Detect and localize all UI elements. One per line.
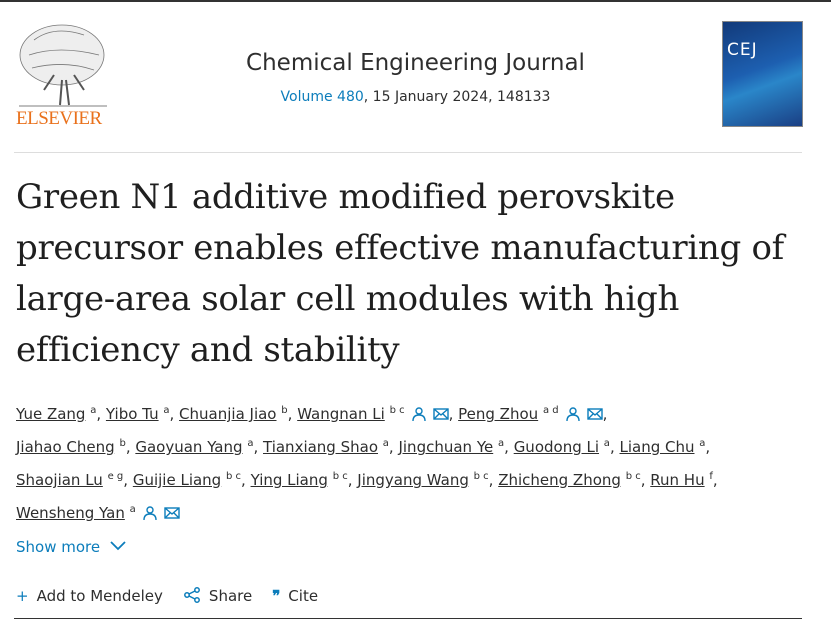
author-name[interactable]: Guodong Li bbox=[513, 438, 600, 456]
author-name[interactable]: Shaojian Lu bbox=[16, 471, 103, 489]
author: Guijie Liang b c, bbox=[132, 471, 251, 489]
top-border bbox=[0, 0, 831, 2]
journal-cover[interactable]: CEJ bbox=[722, 21, 803, 127]
add-to-mendeley-button[interactable]: + Add to Mendeley bbox=[16, 587, 163, 605]
affiliation-sup[interactable]: a bbox=[163, 405, 170, 416]
author-name[interactable]: Yibo Tu bbox=[105, 405, 159, 423]
author: Peng Zhou a d, bbox=[458, 405, 607, 423]
journal-title[interactable]: Chemical Engineering Journal bbox=[246, 50, 585, 76]
affiliation-sup[interactable]: b c bbox=[389, 405, 405, 416]
cover-logo: CEJ bbox=[727, 40, 758, 60]
cite-button[interactable]: ❞ Cite bbox=[272, 587, 318, 605]
affiliation-sup[interactable]: a d bbox=[542, 405, 559, 416]
affiliation-sup[interactable]: f bbox=[709, 471, 713, 482]
author-name[interactable]: Chuanjia Jiao bbox=[179, 405, 277, 423]
author: Chuanjia Jiao b, bbox=[179, 405, 298, 423]
author-name[interactable]: Yue Zang bbox=[16, 405, 86, 423]
volume-info: Volume 480, 15 January 2024, 148133 bbox=[0, 89, 831, 105]
email-icon[interactable] bbox=[586, 401, 603, 420]
person-icon[interactable] bbox=[142, 500, 158, 521]
elsevier-tree-logo[interactable] bbox=[14, 20, 112, 130]
email-icon[interactable] bbox=[164, 500, 180, 519]
affiliation-sup[interactable]: a bbox=[498, 438, 505, 449]
affiliation-sup[interactable]: b c bbox=[625, 471, 641, 482]
author-name[interactable]: Guijie Liang bbox=[132, 471, 222, 489]
article-actions: + Add to Mendeley Share ❞ Cite bbox=[16, 587, 318, 605]
volume-link[interactable]: Volume 480 bbox=[280, 89, 364, 105]
author-name[interactable]: Jingchuan Ye bbox=[398, 438, 494, 456]
show-more-label: Show more bbox=[16, 538, 101, 556]
author: Shaojian Lu e g, bbox=[16, 471, 133, 489]
plus-icon: + bbox=[16, 587, 29, 605]
elsevier-wordmark[interactable]: ELSEVIER bbox=[16, 108, 102, 129]
author-name[interactable]: Tianxiang Shao bbox=[263, 438, 378, 456]
affiliation-sup[interactable]: a bbox=[699, 438, 706, 449]
share-label: Share bbox=[208, 587, 253, 605]
author: Jingyang Wang b c, bbox=[357, 471, 499, 489]
author-name[interactable]: Gaoyuan Yang bbox=[135, 438, 243, 456]
author: Run Hu f, bbox=[650, 471, 718, 489]
affiliation-sup[interactable]: b c bbox=[332, 471, 348, 482]
author: Yue Zang a, bbox=[16, 405, 106, 423]
author: Liang Chu a, bbox=[619, 438, 711, 456]
author: Jiahao Cheng b, bbox=[16, 438, 136, 456]
author-name[interactable]: Wensheng Yan bbox=[16, 504, 125, 522]
author: Zhicheng Zhong b c, bbox=[498, 471, 651, 489]
author: Tianxiang Shao a, bbox=[263, 438, 399, 456]
author: Yibo Tu a, bbox=[105, 405, 180, 423]
author-name[interactable]: Wangnan Li bbox=[297, 405, 385, 423]
author-name[interactable]: Jiahao Cheng bbox=[16, 438, 115, 456]
share-icon bbox=[183, 587, 200, 603]
author: Wensheng Yan a bbox=[16, 504, 180, 522]
affiliation-sup[interactable]: a bbox=[129, 504, 136, 515]
author-name[interactable]: Ying Liang bbox=[250, 471, 328, 489]
affiliation-sup[interactable]: e g bbox=[107, 471, 124, 482]
author-name[interactable]: Peng Zhou bbox=[458, 405, 539, 423]
affiliation-sup[interactable]: a bbox=[90, 405, 97, 416]
email-icon[interactable] bbox=[432, 401, 449, 420]
person-icon[interactable] bbox=[411, 401, 427, 422]
quote-icon: ❞ bbox=[272, 587, 281, 605]
bottom-divider bbox=[14, 618, 802, 619]
author: Jingchuan Ye a, bbox=[398, 438, 514, 456]
affiliation-sup[interactable]: b bbox=[119, 438, 126, 449]
divider bbox=[14, 152, 802, 153]
affiliation-sup[interactable]: b c bbox=[225, 471, 242, 482]
affiliation-sup[interactable]: a bbox=[247, 438, 254, 449]
affiliation-sup[interactable]: a bbox=[603, 438, 610, 449]
cite-label: Cite bbox=[288, 587, 319, 605]
author: Guodong Li a, bbox=[513, 438, 620, 456]
author: Gaoyuan Yang a, bbox=[135, 438, 263, 456]
chevron-down-icon bbox=[110, 541, 126, 551]
show-more-button[interactable]: Show more bbox=[16, 538, 127, 556]
affiliation-sup[interactable]: b c bbox=[473, 471, 489, 482]
author: Wangnan Li b c, bbox=[297, 405, 458, 423]
author-list: Yue Zang a, Yibo Tu a, Chuanjia Jiao b, … bbox=[16, 396, 816, 528]
author: Ying Liang b c, bbox=[250, 471, 358, 489]
affiliation-sup[interactable]: a bbox=[382, 438, 389, 449]
author-name[interactable]: Zhicheng Zhong bbox=[498, 471, 621, 489]
article-title: Green N1 additive modified perovskite pr… bbox=[16, 177, 784, 370]
author-name[interactable]: Liang Chu bbox=[619, 438, 695, 456]
author-name[interactable]: Run Hu bbox=[650, 471, 705, 489]
author-name[interactable]: Jingyang Wang bbox=[357, 471, 469, 489]
issue-date: , 15 January 2024, 148133 bbox=[363, 89, 551, 105]
affiliation-sup[interactable]: b bbox=[281, 405, 288, 416]
share-button[interactable]: Share bbox=[183, 587, 252, 605]
mendeley-label: Add to Mendeley bbox=[36, 587, 163, 605]
person-icon[interactable] bbox=[565, 401, 581, 422]
